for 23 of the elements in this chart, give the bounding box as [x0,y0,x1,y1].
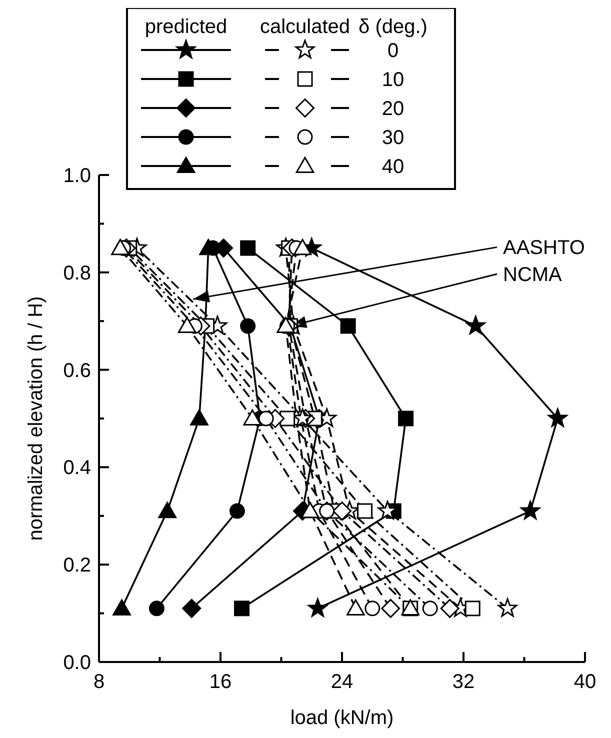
y-tick-label: 0.2 [63,554,91,577]
legend-label: 40 [382,156,404,178]
legend-label: 20 [382,98,404,120]
text: predicted [144,16,228,38]
legend-title: δ (deg.) [358,16,428,38]
y-tick-label: 0.8 [63,262,91,284]
text: calculated [260,16,350,38]
y-axis-title: normalized elevation (h / H) [25,296,48,541]
y-tick-label: 0.0 [63,652,91,674]
x-tick-label: 32 [452,671,475,693]
y-tick-label: 0.6 [63,360,91,382]
y-tick-label: 0.4 [63,457,91,480]
y-tick-label: 1.0 [63,165,91,187]
legend-label: 0 [387,40,399,62]
x-tick-label: 16 [209,671,232,693]
x-tick-label: 24 [330,671,354,693]
x-axis-title: load (kN/m) [290,707,394,729]
legend-label: 10 [382,69,404,91]
x-tick-label: 8 [93,671,105,693]
annotation: NCMA [503,264,563,286]
legend-label: 30 [382,127,404,149]
annotation: AASHTO [503,237,585,260]
x-tick-label: 40 [574,671,596,693]
